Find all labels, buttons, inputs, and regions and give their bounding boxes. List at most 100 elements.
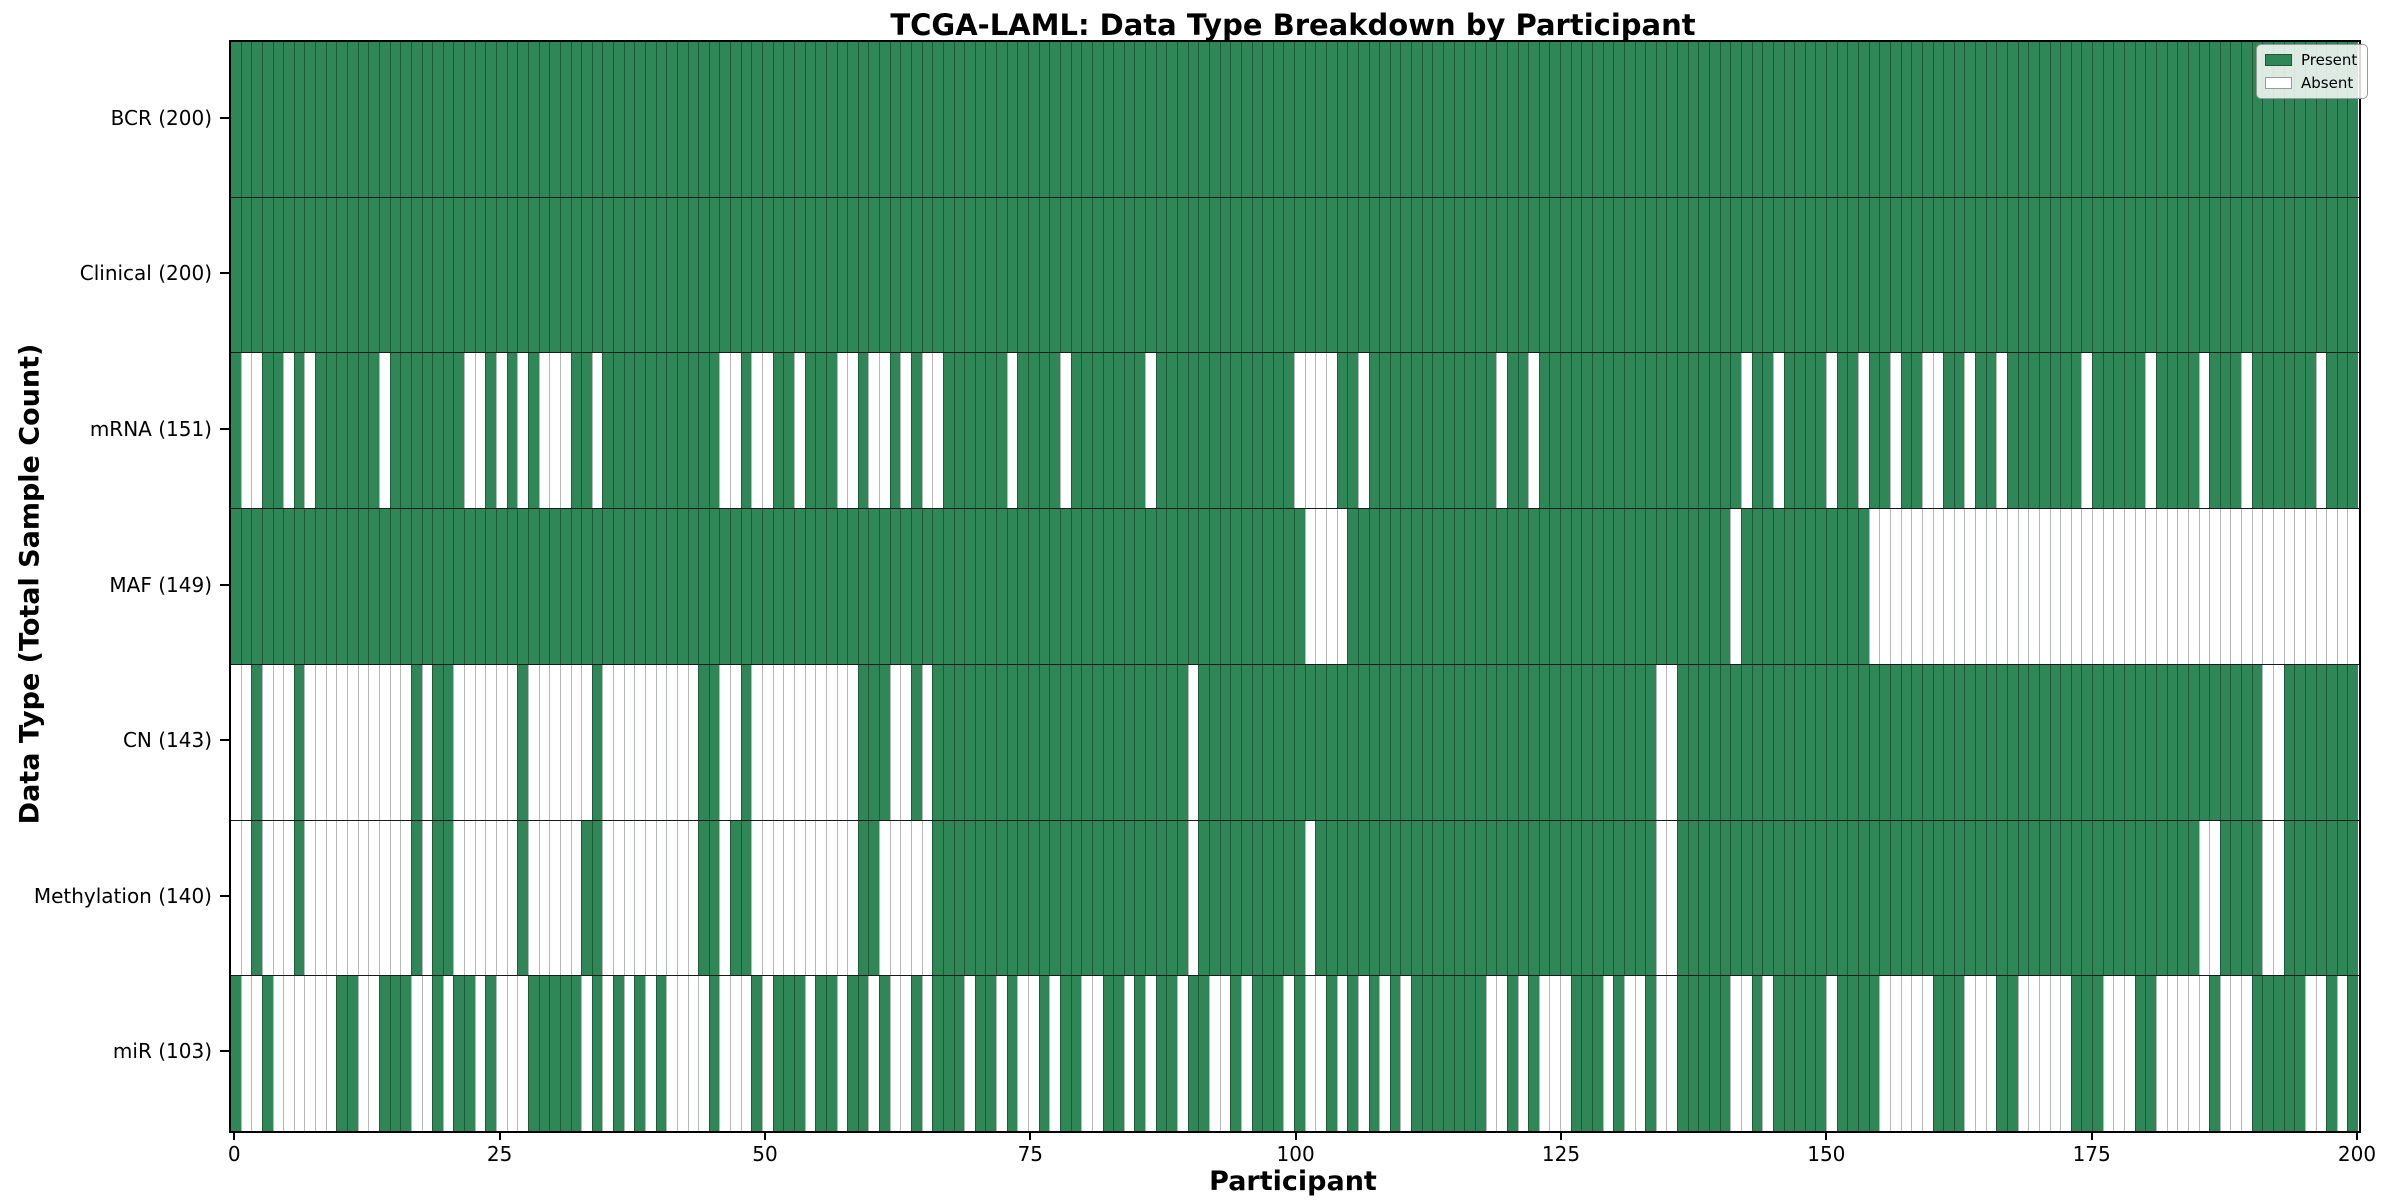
cell-CN-33 (581, 664, 592, 820)
legend: Present Absent (2256, 44, 2369, 99)
cell-Methylation-157 (1900, 820, 1912, 976)
cell-CN-150 (1826, 664, 1837, 820)
cell-CN-6 (293, 664, 305, 820)
cell-Clinical-134 (1655, 197, 1667, 353)
cell-BCR-7 (304, 42, 316, 197)
cell-MAF-140 (1719, 509, 1731, 664)
cell-MAF-44 (698, 509, 709, 664)
cell-mRNA-94 (1230, 353, 1241, 509)
cell-MAF-186 (2209, 509, 2220, 664)
cell-miR-178 (2124, 976, 2135, 1132)
cell-CN-4 (272, 664, 284, 820)
cell-mRNA-136 (1677, 353, 1688, 509)
cell-BCR-36 (613, 42, 624, 197)
cell-mRNA-34 (591, 353, 603, 509)
cell-mRNA-141 (1730, 353, 1741, 509)
cell-Methylation-145 (1772, 820, 1784, 976)
cell-MAF-131 (1623, 509, 1635, 664)
cell-mRNA-37 (623, 353, 635, 509)
cell-CN-65 (921, 664, 933, 820)
cell-Clinical-183 (2177, 197, 2188, 353)
cell-CN-148 (1804, 664, 1816, 820)
cell-miR-188 (2230, 976, 2242, 1132)
cell-BCR-189 (2241, 42, 2252, 197)
cell-Methylation-150 (1826, 820, 1837, 976)
cell-Clinical-13 (368, 197, 379, 353)
cell-Clinical-175 (2092, 197, 2103, 353)
cell-MAF-156 (1889, 509, 1901, 664)
cell-mRNA-18 (421, 353, 433, 509)
cell-MAF-34 (591, 509, 603, 664)
cell-miR-185 (2198, 976, 2210, 1132)
cell-MAF-102 (1315, 509, 1326, 664)
cell-BCR-171 (2049, 42, 2061, 197)
cell-miR-159 (1921, 976, 1933, 1132)
cell-mRNA-95 (1240, 353, 1252, 509)
cell-Clinical-143 (1751, 197, 1763, 353)
cell-miR-80 (1081, 976, 1092, 1132)
cell-miR-168 (2017, 976, 2029, 1132)
cell-MAF-65 (921, 509, 933, 664)
cell-Methylation-85 (1134, 820, 1146, 976)
cell-Clinical-74 (1017, 197, 1029, 353)
cell-miR-56 (825, 976, 837, 1132)
cell-CN-83 (1113, 664, 1124, 820)
cell-Clinical-22 (464, 197, 475, 353)
cell-MAF-75 (1028, 509, 1039, 664)
cell-miR-36 (613, 976, 624, 1132)
cell-Methylation-49 (751, 820, 763, 976)
cell-mRNA-148 (1804, 353, 1816, 509)
cell-mRNA-178 (2124, 353, 2135, 509)
cell-CN-104 (1336, 664, 1348, 820)
cell-Methylation-107 (1368, 820, 1380, 976)
cell-BCR-85 (1134, 42, 1146, 197)
cell-Clinical-18 (421, 197, 433, 353)
cell-Methylation-75 (1028, 820, 1039, 976)
cell-MAF-32 (570, 509, 582, 664)
cell-Methylation-69 (964, 820, 975, 976)
cell-BCR-42 (676, 42, 688, 197)
cell-mRNA-128 (1592, 353, 1603, 509)
cell-Clinical-5 (283, 197, 294, 353)
cell-Methylation-190 (2251, 820, 2263, 976)
cell-Clinical-69 (964, 197, 975, 353)
cell-miR-127 (1581, 976, 1592, 1132)
cell-MAF-151 (1836, 509, 1848, 664)
cell-mRNA-167 (2006, 353, 2018, 509)
cell-CN-142 (1740, 664, 1752, 820)
cell-BCR-178 (2124, 42, 2135, 197)
cell-Methylation-122 (1528, 820, 1539, 976)
cell-Methylation-88 (1166, 820, 1178, 976)
cell-mRNA-119 (1496, 353, 1507, 509)
cell-BCR-23 (474, 42, 486, 197)
cell-Methylation-162 (1953, 820, 1965, 976)
cell-CN-197 (2326, 664, 2337, 820)
cell-MAF-63 (900, 509, 911, 664)
cell-BCR-8 (315, 42, 326, 197)
cell-BCR-121 (1517, 42, 1529, 197)
cell-CN-32 (570, 664, 582, 820)
cell-mRNA-133 (1645, 353, 1656, 509)
cell-mRNA-189 (2241, 353, 2252, 509)
cell-mRNA-169 (2028, 353, 2039, 509)
cell-Clinical-130 (1613, 197, 1624, 353)
cell-CN-120 (1506, 664, 1518, 820)
cell-mRNA-108 (1379, 353, 1390, 509)
cell-Clinical-84 (1123, 197, 1135, 353)
heatmap-row-BCR (231, 42, 2359, 198)
cell-CN-107 (1368, 664, 1380, 820)
cell-mRNA-53 (793, 353, 805, 509)
cell-mRNA-71 (985, 353, 997, 509)
cell-BCR-138 (1698, 42, 1710, 197)
cell-MAF-121 (1517, 509, 1529, 664)
cell-Clinical-127 (1581, 197, 1592, 353)
xtick-mark-150 (1825, 1131, 1828, 1140)
cell-Methylation-133 (1645, 820, 1656, 976)
cell-BCR-49 (751, 42, 763, 197)
cell-CN-44 (698, 664, 709, 820)
cell-BCR-126 (1570, 42, 1582, 197)
cell-CN-30 (549, 664, 560, 820)
cell-CN-103 (1325, 664, 1337, 820)
cell-Clinical-82 (1102, 197, 1114, 353)
cell-miR-117 (1474, 976, 1486, 1132)
